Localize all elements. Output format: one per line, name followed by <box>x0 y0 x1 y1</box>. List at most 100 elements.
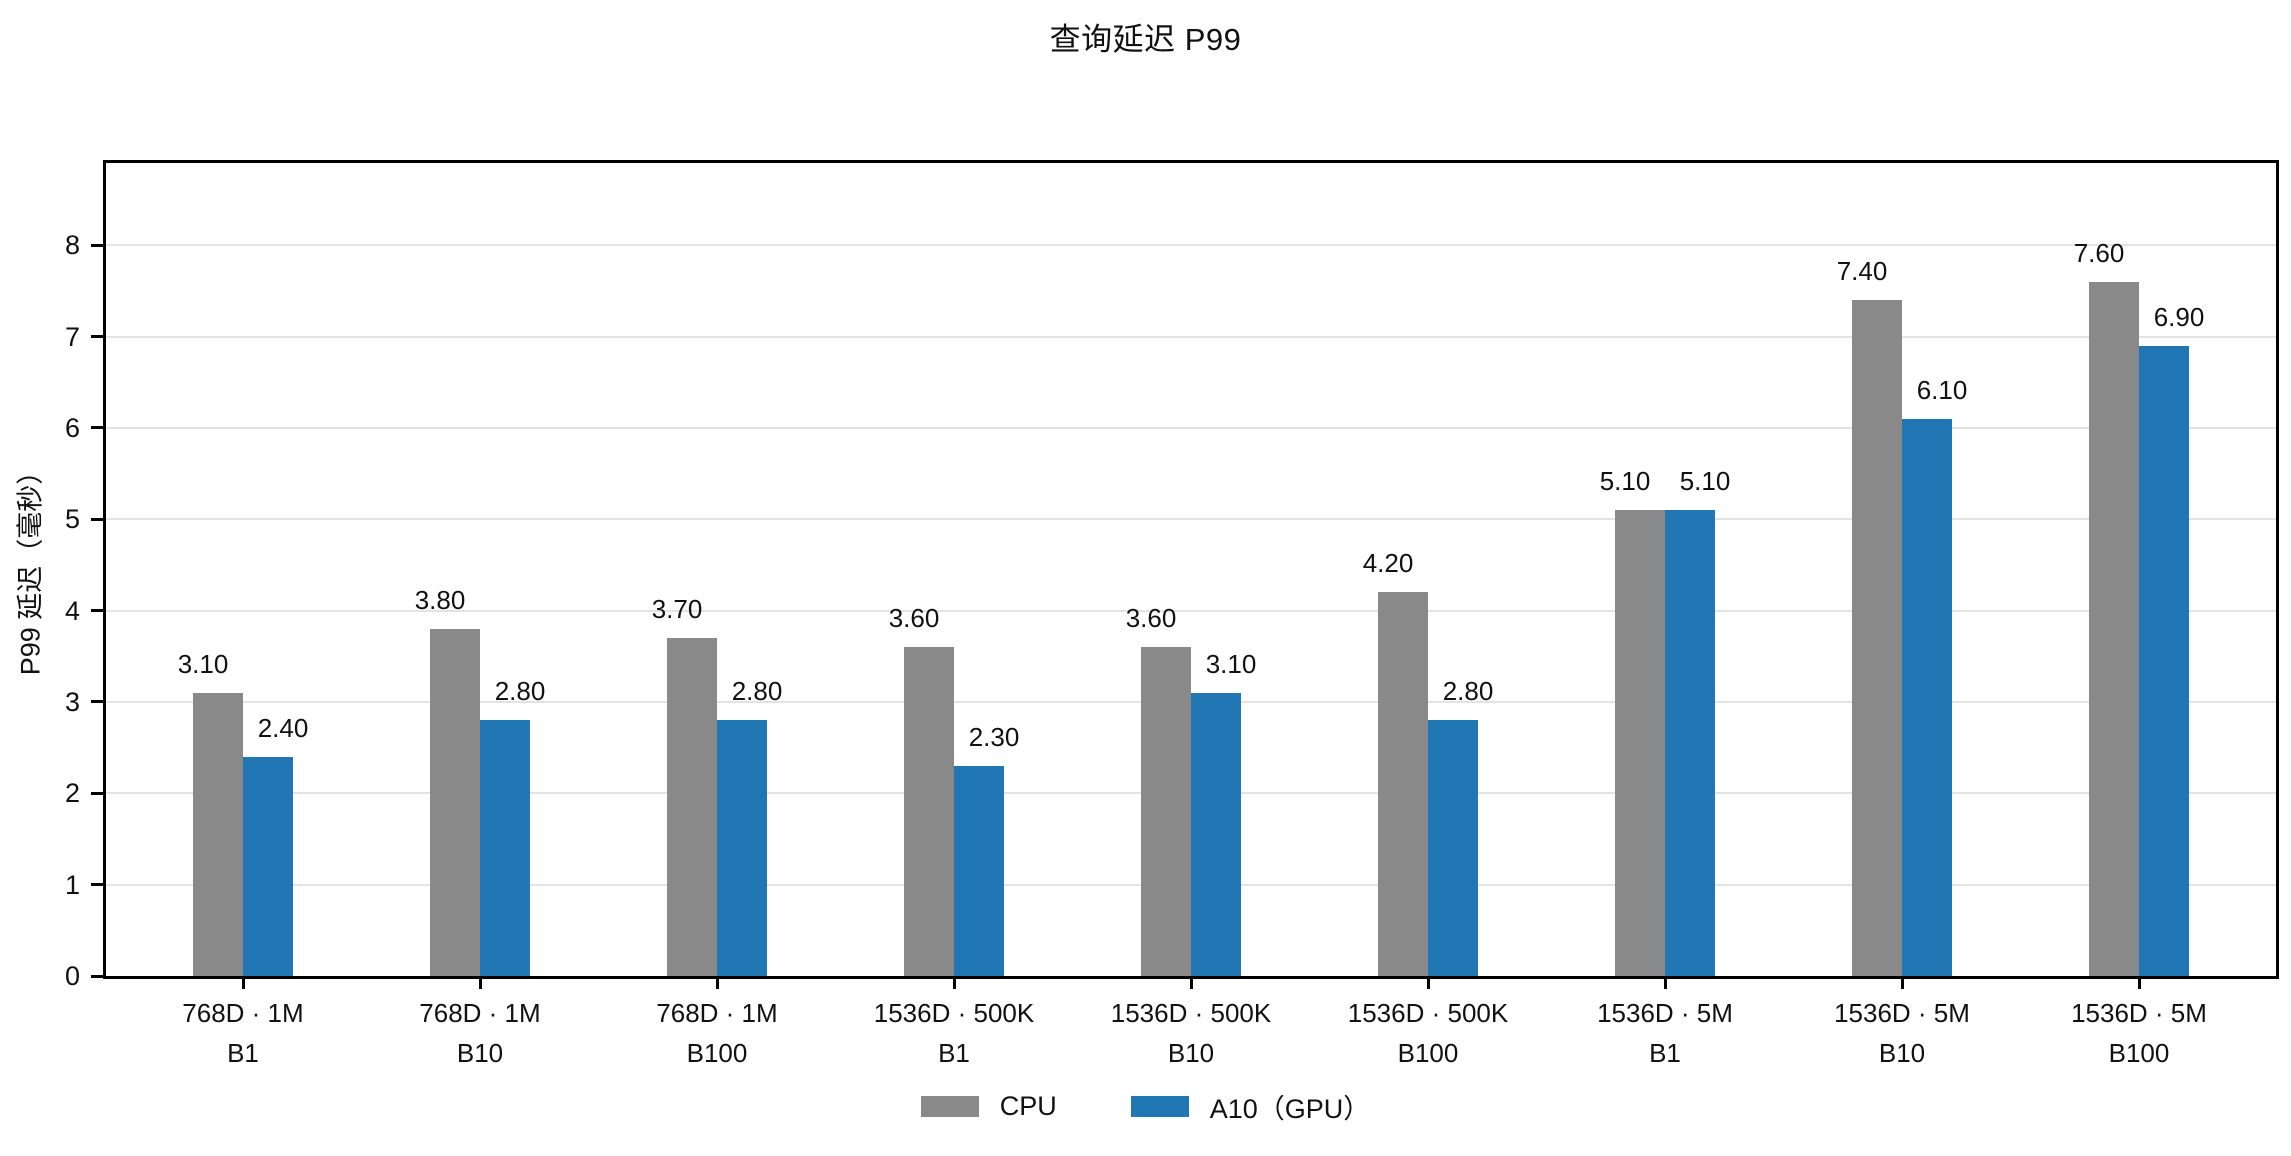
x-tick-mark <box>952 979 956 989</box>
bar-value-cpu: 7.60 <box>2073 237 2125 268</box>
x-category-line1: 1536D · 5M <box>1834 998 1970 1028</box>
chart-title: 查询延迟 P99 <box>1049 22 1242 57</box>
bar-value-gpu: 2.40 <box>257 712 309 743</box>
legend: CPU A10（GPU） <box>0 1087 2291 1126</box>
bar-gpu <box>954 765 1004 976</box>
x-category-line1: 1536D · 5M <box>2071 998 2207 1028</box>
x-tick-mark <box>241 979 245 989</box>
legend-label: CPU <box>999 1091 1057 1121</box>
plot-area: 0 1 2 3 4 5 6 7 8 3.10 2.40 768D · 1M B1 3.80 2.80 768D… <box>65 160 2279 1068</box>
y-tick-label: 6 <box>64 412 80 443</box>
x-category-label: 768D · 1M B100 <box>577 993 857 1074</box>
x-category-line1: 1536D · 5M <box>1597 998 1733 1028</box>
bar-value-cpu: 3.10 <box>177 648 229 679</box>
bar-value-cpu: 4.20 <box>1362 548 1414 579</box>
bar-value-gpu: 2.80 <box>1442 676 1494 707</box>
y-tick-label: 7 <box>64 321 80 352</box>
gridline <box>106 335 2276 338</box>
bar-cpu <box>904 647 954 976</box>
x-category-line2: B10 <box>456 1038 504 1069</box>
x-category-label: 768D · 1M B1 <box>103 993 383 1074</box>
y-tick-mark <box>91 609 103 613</box>
bar-cpu <box>1615 510 1665 976</box>
bar-value-gpu: 3.10 <box>1205 648 1257 679</box>
bar-value-cpu: 3.60 <box>1125 603 1177 634</box>
y-tick-label: 3 <box>64 686 80 717</box>
bar-value-gpu: 2.80 <box>494 676 546 707</box>
gridline <box>106 244 2276 247</box>
x-category-line2: B100 <box>2108 1038 2170 1069</box>
y-tick-mark <box>91 883 103 887</box>
x-category-line2: B1 <box>227 1038 259 1069</box>
x-tick-mark <box>1189 979 1193 989</box>
y-tick-mark <box>91 517 103 521</box>
x-category-label: 1536D · 500K B100 <box>1288 993 1568 1074</box>
x-tick-mark <box>715 979 719 989</box>
x-tick-mark <box>1663 979 1667 989</box>
y-tick-label: 5 <box>64 504 80 535</box>
x-category-label: 768D · 1M B10 <box>340 993 620 1074</box>
y-tick-mark <box>91 335 103 339</box>
bar-cpu <box>2089 281 2139 976</box>
bar-value-gpu: 2.30 <box>968 721 1020 752</box>
y-tick-mark <box>91 426 103 430</box>
bar-value-gpu: 6.10 <box>1916 374 1968 405</box>
x-category-line2: B10 <box>1878 1038 1926 1069</box>
y-tick-label: 4 <box>64 595 80 626</box>
x-category-line1: 1536D · 500K <box>873 998 1035 1028</box>
x-tick-mark <box>1426 979 1430 989</box>
bar-value-cpu: 3.60 <box>888 603 940 634</box>
bar-value-gpu: 6.90 <box>2153 301 2205 332</box>
y-tick-label: 2 <box>64 778 80 809</box>
bar-cpu <box>430 628 480 976</box>
bar-value-cpu: 7.40 <box>1836 256 1888 287</box>
bar-value-cpu: 3.80 <box>414 584 466 615</box>
bar-cpu <box>1141 647 1191 976</box>
gridline <box>106 609 2276 612</box>
bar-gpu <box>1902 418 1952 976</box>
legend-item-cpu: CPU <box>920 1091 1057 1122</box>
x-category-line1: 1536D · 500K <box>1110 998 1272 1028</box>
x-category-line1: 768D · 1M <box>419 998 541 1028</box>
x-category-line2: B1 <box>938 1038 970 1069</box>
legend-item-gpu: A10（GPU） <box>1130 1087 1371 1126</box>
x-category-line1: 1536D · 500K <box>1347 998 1509 1028</box>
bar-cpu <box>1852 300 1902 976</box>
x-category-line2: B1 <box>1649 1038 1681 1069</box>
bar-gpu <box>2139 345 2189 976</box>
x-category-line2: B10 <box>1167 1038 1215 1069</box>
x-category-line2: B100 <box>1397 1038 1459 1069</box>
bar-gpu <box>717 720 767 976</box>
y-tick-label: 1 <box>64 869 80 900</box>
bar-cpu <box>193 692 243 976</box>
x-tick-mark <box>2137 979 2141 989</box>
x-category-label: 1536D · 500K B10 <box>1051 993 1331 1074</box>
x-tick-mark <box>1900 979 1904 989</box>
legend-swatch-cpu <box>920 1096 979 1117</box>
bar-gpu <box>480 720 530 976</box>
x-category-line2: B100 <box>686 1038 748 1069</box>
y-tick-label: 0 <box>64 961 80 991</box>
bar-cpu <box>1378 592 1428 976</box>
y-tick-mark <box>91 791 103 795</box>
y-tick-mark <box>91 974 103 978</box>
gridline <box>106 518 2276 521</box>
x-category-label: 1536D · 5M B100 <box>1999 993 2279 1074</box>
bar-value-cpu: 3.70 <box>651 594 703 625</box>
gridline <box>106 426 2276 429</box>
bar-cpu <box>667 638 717 976</box>
x-category-label: 1536D · 500K B1 <box>814 993 1094 1074</box>
bar-value-cpu: 5.10 <box>1599 466 1651 497</box>
bar-gpu <box>243 756 293 976</box>
bar-gpu <box>1665 510 1715 976</box>
y-tick-mark <box>91 243 103 247</box>
x-category-line1: 768D · 1M <box>182 998 304 1028</box>
bar-value-gpu: 2.80 <box>731 676 783 707</box>
x-tick-mark <box>478 979 482 989</box>
bar-gpu <box>1428 720 1478 976</box>
legend-swatch-gpu <box>1130 1096 1189 1117</box>
bar-value-gpu: 5.10 <box>1679 466 1731 497</box>
y-tick-mark <box>91 700 103 704</box>
legend-label: A10（GPU） <box>1209 1094 1371 1124</box>
x-category-line1: 768D · 1M <box>656 998 778 1028</box>
